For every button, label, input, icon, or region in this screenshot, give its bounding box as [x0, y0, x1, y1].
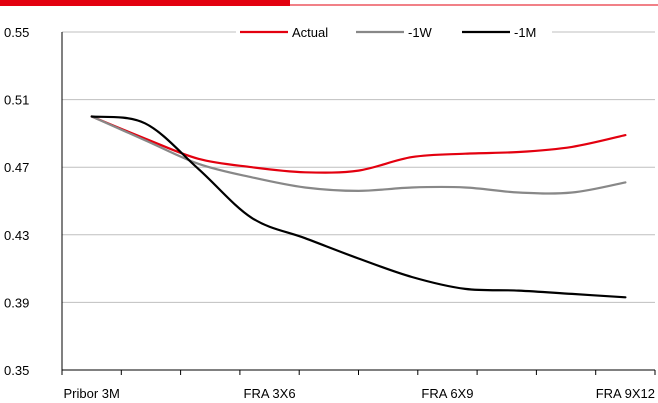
series-line-1w [90, 115, 627, 195]
x-tick-label: Pribor 3M [63, 386, 119, 401]
gridlines [62, 31, 655, 303]
legend-label: -1M [514, 25, 536, 40]
y-tick-label: 0.43 [4, 228, 29, 243]
x-tick-label: FRA 3X6 [244, 386, 296, 401]
series-line-1m [90, 115, 627, 299]
y-tick-label: 0.35 [4, 363, 29, 378]
y-tick-label: 0.51 [4, 93, 29, 108]
legend: Actual -1W -1M [236, 23, 552, 41]
axes: 0.35 0.39 0.43 0.47 0.51 0.55 Pribor 3M FRA 3X6… [4, 25, 656, 401]
legend-label: Actual [292, 25, 328, 40]
y-tick-label: 0.39 [4, 295, 29, 310]
y-tick-label: 0.47 [4, 160, 29, 175]
series-layer [90, 115, 627, 299]
legend-label: -1W [408, 25, 433, 40]
x-tick-label: FRA 6X9 [421, 386, 473, 401]
x-tick-label: FRA 9X12 [596, 386, 655, 401]
y-tick-label: 0.55 [4, 25, 29, 40]
